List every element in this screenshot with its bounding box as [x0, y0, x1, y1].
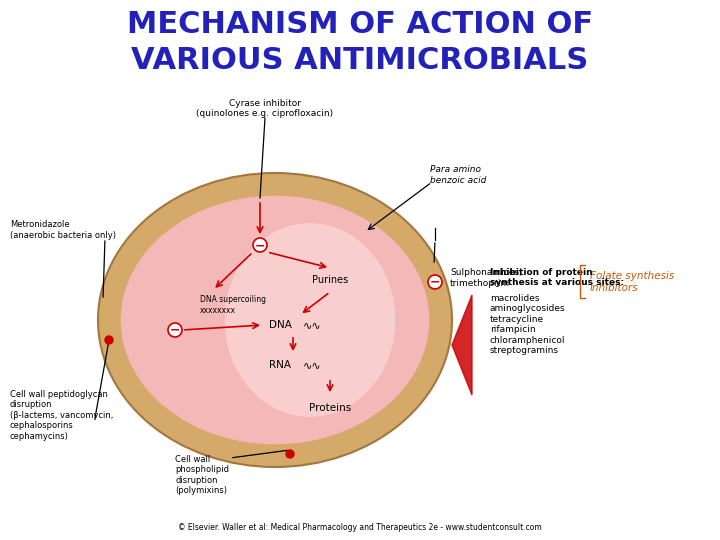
Text: Cyrase inhibitor
(quinolones e.g. ciprofloxacin): Cyrase inhibitor (quinolones e.g. ciprof… — [197, 99, 333, 118]
Circle shape — [253, 238, 267, 252]
Text: Para amino
benzoic acid: Para amino benzoic acid — [430, 165, 487, 185]
Text: MECHANISM OF ACTION OF: MECHANISM OF ACTION OF — [127, 10, 593, 39]
Text: Inhibition of protein
synthesis at various sites:: Inhibition of protein synthesis at vario… — [490, 268, 624, 287]
Text: ∿∿: ∿∿ — [303, 320, 322, 330]
Text: Folate synthesis
inhibitors: Folate synthesis inhibitors — [590, 271, 674, 293]
Circle shape — [286, 450, 294, 458]
Circle shape — [428, 275, 442, 289]
Ellipse shape — [98, 173, 452, 467]
Polygon shape — [452, 295, 472, 395]
Circle shape — [105, 336, 113, 344]
Text: Sulphonamices,
trimethoprim: Sulphonamices, trimethoprim — [450, 268, 522, 288]
Text: −: − — [430, 276, 440, 289]
Text: Metronidazole
(anaerobic bacteria only): Metronidazole (anaerobic bacteria only) — [10, 220, 116, 240]
Ellipse shape — [225, 223, 395, 417]
Text: ∿∿: ∿∿ — [303, 360, 322, 370]
Text: VARIOUS ANTIMICROBIALS: VARIOUS ANTIMICROBIALS — [131, 46, 589, 75]
Circle shape — [168, 323, 182, 337]
Text: Cell wall peptidoglycan
disruption
(β-lactems, vancomycin,
cephalosporins
cepham: Cell wall peptidoglycan disruption (β-la… — [10, 390, 113, 441]
Text: Purines: Purines — [312, 275, 348, 285]
Text: DNA: DNA — [269, 320, 292, 330]
Ellipse shape — [120, 195, 430, 445]
Text: Proteins: Proteins — [309, 403, 351, 413]
Text: −: − — [170, 324, 180, 337]
Text: RNA: RNA — [269, 360, 291, 370]
Text: Cell wall
phospholipid
disruption
(polymixins): Cell wall phospholipid disruption (polym… — [175, 455, 229, 495]
Text: −: − — [255, 239, 265, 252]
Text: DNA supercoiling
xxxxxxxx: DNA supercoiling xxxxxxxx — [200, 295, 266, 315]
Text: © Elsevier. Waller et al: Medical Pharmacology and Therapeutics 2e - www.student: © Elsevier. Waller et al: Medical Pharma… — [178, 523, 542, 532]
Text: macrolides
aminoglycosides
tetracycline
rifampicin
chloramphenicol
streptogramin: macrolides aminoglycosides tetracycline … — [490, 294, 566, 355]
